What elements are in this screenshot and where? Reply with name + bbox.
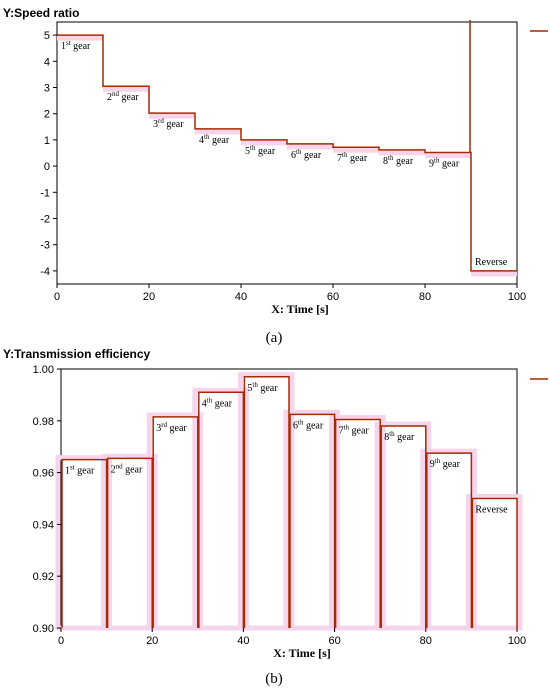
y-tick-label-b-3: 0.96 <box>33 468 54 480</box>
gear-label-a-5: 6th gear <box>291 148 322 161</box>
efficiency-step-1 <box>106 457 153 628</box>
ticks-a: -4 -3 -2 -1 0 1 2 3 4 5 0 20 40 60 80 100 <box>40 30 526 303</box>
gear-label-b-7: 8th gear <box>384 430 415 443</box>
x-tick-label-a-3: 60 <box>327 291 339 303</box>
y-tick-label-a-6: 2 <box>44 109 50 121</box>
x-axis-title-a: X: Time [s] <box>271 302 329 316</box>
efficiency-step-2 <box>152 416 199 628</box>
efficiency-step-6 <box>334 418 381 628</box>
x-tick-label-a-0: 0 <box>54 291 60 303</box>
halo-b-0 <box>55 455 113 631</box>
gear-label-b-5: 6th gear <box>293 418 324 431</box>
halo-b-4 <box>237 372 295 631</box>
x-tick-label-b-4: 80 <box>420 635 432 647</box>
panel-label-b: (b) <box>265 671 283 687</box>
halo-b-6 <box>329 415 386 631</box>
gear-label-a-8: 9th gear <box>429 156 460 169</box>
halo-b-5 <box>283 409 341 631</box>
gear-label-a-0: 1st gear <box>61 39 91 52</box>
gear-label-a-4: 5th gear <box>245 144 276 157</box>
gear-label-b-8: 9th gear <box>430 457 461 470</box>
panel-label-a: (a) <box>266 330 283 346</box>
gear-label-b-6: 7th gear <box>339 424 370 437</box>
gear-label-a-2: 3rd gear <box>153 117 184 130</box>
efficiency-step-7 <box>380 425 427 628</box>
gear-label-a-7: 8th gear <box>383 154 414 167</box>
gear-label-b-4: 5th gear <box>247 381 278 394</box>
grid-b <box>55 372 523 631</box>
y-tick-label-a-7: 3 <box>44 83 50 95</box>
x-tick-label-a-5: 100 <box>508 291 526 303</box>
x-tick-label-a-4: 80 <box>419 291 431 303</box>
gear-label-a-6: 7th gear <box>337 151 368 164</box>
y-tick-label-a-1: -3 <box>40 240 50 252</box>
gear-label-b-0: 1st gear <box>65 464 95 477</box>
halo-b-3 <box>192 387 249 631</box>
halo-b-9 <box>465 494 523 631</box>
gear-label-b-1: 2nd gear <box>111 462 143 475</box>
series-speed-ratio <box>57 20 517 272</box>
gear-label-a-1: 2nd gear <box>107 90 139 103</box>
y-tick-label-a-2: -2 <box>40 214 50 226</box>
y-tick-label-a-3: -1 <box>40 187 50 199</box>
efficiency-step-4 <box>243 376 290 628</box>
gear-label-b-3: 4th gear <box>202 396 233 409</box>
gear-label-a-3: 4th gear <box>199 133 230 146</box>
efficiency-step-3 <box>198 391 245 628</box>
y-tick-label-a-9: 5 <box>44 30 50 42</box>
efficiency-title: Y:Transmission efficiency <box>3 347 150 361</box>
y-tick-label-b-2: 0.94 <box>33 519 54 531</box>
halo-b-2 <box>146 412 204 631</box>
y-tick-label-b-4: 0.98 <box>33 416 54 428</box>
gear-label-b-9: Reverse <box>475 505 508 516</box>
efficiency-panel: Y:Transmission efficiency 0.900.920.940.… <box>3 347 548 687</box>
speed-ratio-title: Y:Speed ratio <box>3 6 79 20</box>
speed-ratio-line <box>57 34 517 272</box>
x-tick-label-b-1: 20 <box>146 635 158 647</box>
x-tick-label-b-3: 60 <box>328 635 340 647</box>
efficiency-step-9 <box>471 497 518 628</box>
gear-label-b-2: 3rd gear <box>156 421 187 434</box>
series-transmission-efficiency <box>61 376 518 628</box>
efficiency-step-0 <box>61 458 108 628</box>
y-tick-label-a-8: 4 <box>44 56 50 68</box>
gear-label-a-9: Reverse <box>475 257 508 268</box>
x-tick-label-b-0: 0 <box>58 635 64 647</box>
x-tick-label-b-2: 40 <box>237 635 249 647</box>
x-tick-label-a-1: 20 <box>143 291 155 303</box>
efficiency-step-8 <box>426 452 473 628</box>
halo-b-1 <box>101 453 158 631</box>
ticks-b: 0.90 0.92 0.94 0.96 0.98 1.00 0 20 40 60 80 100 <box>33 364 527 647</box>
y-tick-label-a-5: 1 <box>44 135 50 147</box>
efficiency-step-5 <box>289 413 336 628</box>
y-tick-label-b-1: 0.92 <box>33 571 54 583</box>
gear-labels-b: 1st gear 2nd gear 3rd gear 4th gear 5th gear… <box>65 381 508 516</box>
y-tick-label-a-0: -4 <box>40 266 50 278</box>
plot-frame-a <box>56 21 518 285</box>
y-tick-label-b-0: 0.90 <box>33 623 54 635</box>
y-tick-label-b-5: 1.00 <box>33 364 54 376</box>
x-axis-title-b: X: Time [s] <box>273 646 331 660</box>
gear-labels-a: 1st gear 2nd gear 3rd gear 4th gear 5th gear… <box>61 39 508 268</box>
x-tick-label-b-5: 100 <box>508 635 526 647</box>
halo-b-7 <box>374 421 432 631</box>
halo-b-8 <box>420 448 477 631</box>
x-tick-label-a-2: 40 <box>235 291 247 303</box>
grid-a <box>57 35 517 277</box>
speed-ratio-panel: Y:Speed ratio -4 -3 -2 -1 0 1 2 3 4 5 0 20 40 60 80 100… <box>3 6 548 346</box>
y-tick-label-a-4: 0 <box>44 161 50 173</box>
